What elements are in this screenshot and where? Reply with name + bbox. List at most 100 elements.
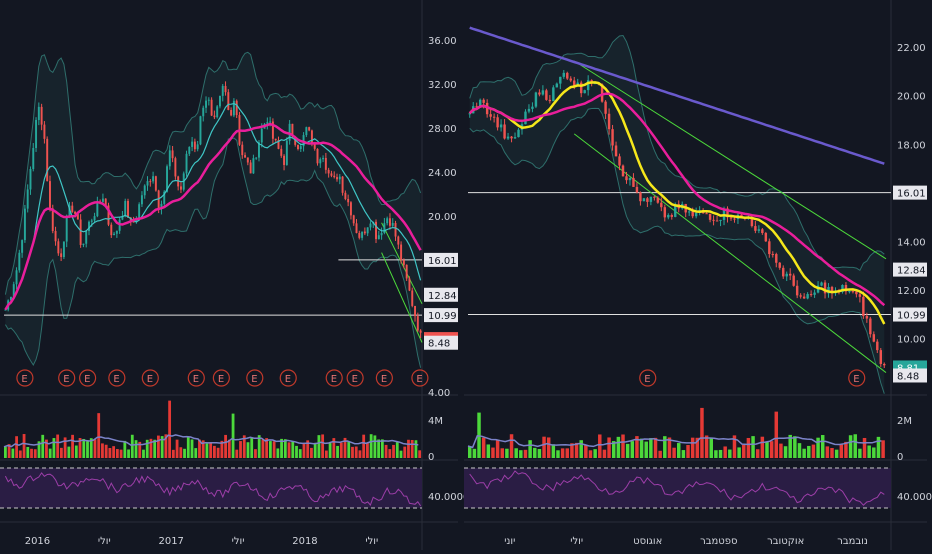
candle-body [823, 282, 827, 294]
candle-body [308, 127, 311, 131]
volume-bar [134, 440, 138, 458]
earnings-marker-label: E [416, 374, 422, 385]
candle-body [366, 227, 369, 234]
candle-body [355, 223, 358, 233]
volume-bar [254, 449, 257, 458]
price-axis-tick: 22.00 [897, 43, 926, 54]
price-label-white: 10.99 [897, 311, 926, 322]
candle-body [138, 204, 141, 220]
volume-bar [63, 437, 67, 458]
volume-bar [33, 449, 37, 458]
candle-body [313, 144, 316, 149]
candle-body [419, 330, 422, 333]
earnings-marker-label: E [644, 374, 650, 385]
candle-body [160, 203, 163, 210]
volume-bar [714, 450, 718, 458]
volume-moving-average [467, 434, 882, 449]
candle-body [492, 116, 496, 118]
price-label-white: 16.01 [428, 256, 457, 267]
volume-bar [328, 442, 332, 458]
volume-bar [755, 449, 760, 458]
volume-bar [848, 435, 853, 458]
candle-body [146, 181, 149, 186]
candle-body [548, 99, 552, 102]
volume-bar [56, 434, 60, 458]
candle-body [771, 254, 775, 256]
volume-bar [250, 437, 254, 458]
volume-bar [491, 447, 495, 458]
candle-body [785, 273, 788, 277]
candle-body [49, 181, 51, 209]
volume-bar [179, 447, 183, 458]
volume-bar [649, 438, 653, 458]
earnings-marker-label: E [113, 374, 119, 385]
candle-body [283, 155, 286, 165]
candle-body [96, 201, 99, 217]
candle-body [132, 221, 135, 223]
volume-bar [844, 441, 848, 458]
volume-bar [86, 441, 89, 458]
candle-body [848, 291, 851, 293]
candle-body [235, 100, 238, 116]
volume-bar [231, 413, 235, 458]
candle-body [408, 278, 411, 291]
volume-bar [168, 400, 172, 458]
volume-bar [93, 439, 97, 458]
candle-body [88, 221, 90, 232]
volume-bar [635, 436, 639, 458]
moving-average-fast [4, 102, 422, 310]
rsi-axis-tick: 40.0000 [897, 492, 932, 503]
volume-bar [611, 441, 616, 458]
volume-bar [625, 443, 630, 458]
price-label-white: 16.01 [897, 189, 926, 200]
candle-body [844, 284, 848, 292]
volume-bar [74, 445, 78, 458]
volume-bar [700, 407, 704, 458]
volume-bar [509, 434, 514, 458]
candle-body [196, 144, 199, 150]
earnings-marker [279, 369, 297, 387]
candle-body [674, 204, 677, 217]
volume-bar [793, 436, 797, 458]
candle-body [288, 123, 291, 141]
candle-body [232, 100, 235, 116]
candle-body [51, 208, 54, 231]
time-axis-tick: יולי [98, 536, 111, 547]
candle-body [485, 102, 489, 115]
time-axis-tick: אוגוסט [633, 536, 662, 547]
volume-bar [265, 438, 269, 458]
candle-body [90, 220, 93, 222]
candle-body [806, 294, 809, 299]
volume-bar [7, 444, 11, 458]
candle-body [163, 191, 166, 204]
candle-body [207, 99, 210, 101]
candle-body [524, 111, 527, 125]
candle-body [391, 223, 394, 226]
candle-body [538, 92, 541, 95]
candle-body [227, 92, 230, 110]
volume-bar [283, 439, 287, 458]
volume-bar [820, 435, 825, 458]
volume-bar [175, 439, 179, 458]
time-axis-tick: נובמבר [837, 536, 868, 547]
candle-body [71, 205, 74, 212]
earnings-marker [212, 369, 230, 387]
candle-body [775, 254, 778, 263]
candle-body [754, 226, 757, 231]
candle-body [221, 85, 224, 96]
candle-body [621, 165, 625, 177]
candle-body [205, 100, 208, 108]
time-axis-tick: 2017 [158, 536, 183, 547]
candle-body [299, 146, 302, 150]
candle-body [380, 232, 383, 236]
candle-body [489, 114, 492, 117]
candle-body [531, 106, 534, 109]
candle-body [129, 217, 132, 222]
candle-body [244, 155, 247, 158]
candle-body [352, 215, 355, 224]
volume-bar [653, 437, 658, 458]
volume-bar [788, 434, 792, 458]
candle-body [241, 144, 244, 156]
volume-bar [593, 449, 597, 458]
